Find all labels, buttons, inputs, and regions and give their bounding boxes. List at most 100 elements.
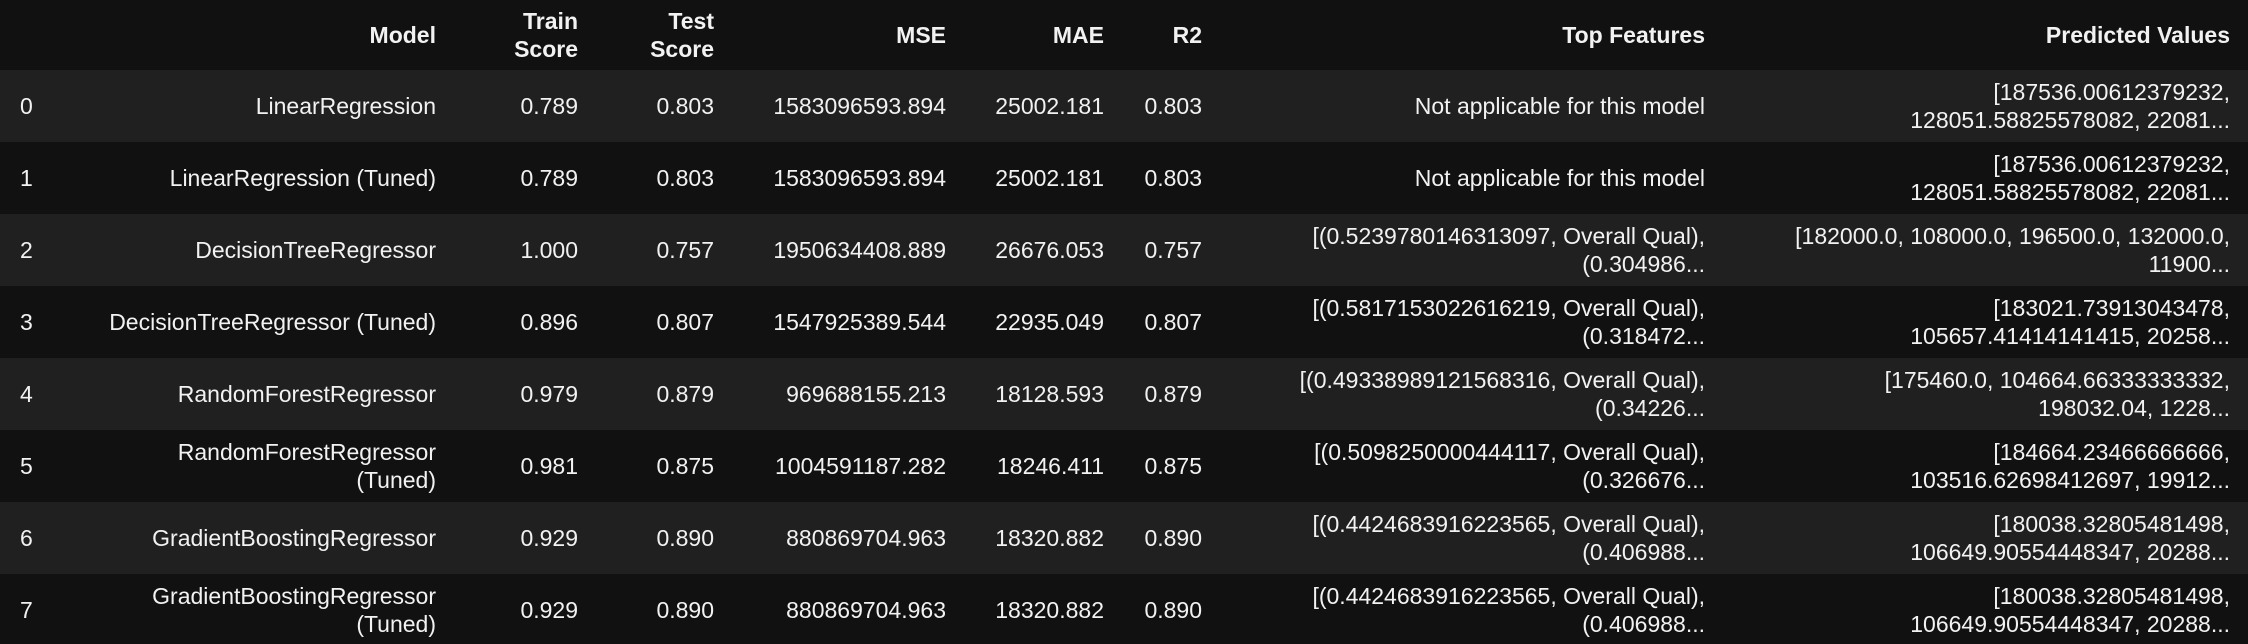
cell-predicted-line: [183021.73913043478, xyxy=(1993,295,2230,321)
cell-model: LinearRegression (Tuned) xyxy=(62,142,454,214)
cell-predicted: [187536.00612379232, 128051.58825578082, … xyxy=(1723,70,2248,142)
cell-mse: 1004591187.282 xyxy=(775,453,946,479)
cell-model-line: RandomForestRegressor xyxy=(177,439,436,465)
cell-train: 0.789 xyxy=(520,165,578,191)
cell-train: 0.981 xyxy=(520,453,578,479)
cell-test: 0.803 xyxy=(656,93,714,119)
cell-mse: 969688155.213 xyxy=(786,381,946,407)
cell-features: Not applicable for this model xyxy=(1220,142,1723,214)
cell-model: GradientBoostingRegressor (Tuned) xyxy=(62,574,454,644)
table-row: 1 LinearRegression (Tuned) 0.789 0.803 15830… xyxy=(0,142,2248,214)
cell-r2: 0.757 xyxy=(1144,237,1202,263)
cell-model: RandomForestRegressor (Tuned) xyxy=(62,430,454,502)
cell-predicted-line: [184664.23466666666, xyxy=(1993,439,2230,465)
table-row: 2 DecisionTreeRegressor 1.000 0.757 19506344… xyxy=(0,214,2248,286)
cell-predicted-line: 128051.58825578082, 22081... xyxy=(1910,107,2230,133)
column-header-label: Model xyxy=(369,22,436,48)
cell-predicted: [187536.00612379232, 128051.58825578082, … xyxy=(1723,142,2248,214)
cell-model: GradientBoostingRegressor xyxy=(62,502,454,574)
cell-model-line: RandomForestRegressor xyxy=(177,381,436,407)
cell-index: 0 xyxy=(20,93,33,119)
cell-mse: 1547925389.544 xyxy=(773,309,946,335)
cell-test: 0.875 xyxy=(656,453,714,479)
cell-mae: 18246.411 xyxy=(996,453,1104,479)
cell-test: 0.879 xyxy=(656,381,714,407)
cell-model-line: DecisionTreeRegressor (Tuned) xyxy=(109,309,436,335)
cell-features-line: [(0.49338989121568316, Overall Qual), xyxy=(1299,367,1705,393)
column-header-index xyxy=(0,0,62,70)
column-header-label: Score xyxy=(514,36,578,62)
column-header-model: Model xyxy=(62,0,454,70)
cell-train: 0.896 xyxy=(520,309,578,335)
cell-model: LinearRegression xyxy=(62,70,454,142)
cell-index: 7 xyxy=(20,597,33,623)
cell-mse: 880869704.963 xyxy=(786,597,946,623)
cell-model-line: GradientBoostingRegressor xyxy=(152,525,436,551)
cell-predicted-line: 198032.04, 1228... xyxy=(2038,395,2230,421)
column-header-test: Test Score xyxy=(596,0,732,70)
cell-test: 0.890 xyxy=(656,597,714,623)
cell-r2: 0.803 xyxy=(1144,93,1202,119)
column-header-label: Top Features xyxy=(1562,22,1705,48)
cell-features: [(0.49338989121568316, Overall Qual), (0.… xyxy=(1220,358,1723,430)
cell-predicted-line: 106649.90554448347, 20288... xyxy=(1910,539,2230,565)
cell-features: [(0.4424683916223565, Overall Qual), (0.4… xyxy=(1220,574,1723,644)
column-header-predicted: Predicted Values xyxy=(1723,0,2248,70)
cell-features: [(0.5098250000444117, Overall Qual), (0.3… xyxy=(1220,430,1723,502)
table-row: 5 RandomForestRegressor (Tuned) 0.981 0.875 1… xyxy=(0,430,2248,502)
table-row: 7 GradientBoostingRegressor (Tuned) 0.929 0.… xyxy=(0,574,2248,644)
column-header-mae: MAE xyxy=(964,0,1122,70)
column-header-label: MSE xyxy=(896,22,946,48)
cell-test: 0.890 xyxy=(656,525,714,551)
cell-predicted-line: [182000.0, 108000.0, 196500.0, 132000.0, xyxy=(1795,223,2230,249)
cell-features-line: Not applicable for this model xyxy=(1414,165,1705,191)
cell-features: Not applicable for this model xyxy=(1220,70,1723,142)
column-header-label: MAE xyxy=(1052,22,1104,48)
cell-r2: 0.807 xyxy=(1144,309,1202,335)
cell-r2: 0.890 xyxy=(1144,597,1202,623)
cell-predicted: [180038.32805481498, 106649.90554448347, … xyxy=(1723,574,2248,644)
cell-train: 0.979 xyxy=(520,381,578,407)
cell-index: 1 xyxy=(20,165,33,191)
table-body: 0 LinearRegression 0.789 0.803 1583096593.89… xyxy=(0,70,2248,644)
cell-model-line: GradientBoostingRegressor xyxy=(152,583,436,609)
cell-train: 0.789 xyxy=(520,93,578,119)
cell-predicted: [180038.32805481498, 106649.90554448347, … xyxy=(1723,502,2248,574)
cell-features-line: [(0.5098250000444117, Overall Qual), xyxy=(1314,439,1705,465)
cell-predicted: [175460.0, 104664.66333333332, 198032.04,… xyxy=(1723,358,2248,430)
cell-predicted-line: 11900... xyxy=(2148,251,2230,277)
header-row: Model Train Score Test Score MSE MAE R2 Top Feat… xyxy=(0,0,2248,70)
column-header-label: Test xyxy=(668,8,714,34)
cell-index: 5 xyxy=(20,453,33,479)
cell-mse: 880869704.963 xyxy=(786,525,946,551)
cell-predicted-line: 106649.90554448347, 20288... xyxy=(1910,611,2230,637)
cell-model-line: DecisionTreeRegressor xyxy=(195,237,436,263)
cell-mae: 18320.882 xyxy=(995,597,1104,623)
cell-r2: 0.803 xyxy=(1144,165,1202,191)
cell-index: 6 xyxy=(20,525,33,551)
column-header-mse: MSE xyxy=(732,0,964,70)
cell-index: 4 xyxy=(20,381,33,407)
cell-mse: 1583096593.894 xyxy=(773,93,946,119)
cell-predicted-line: [175460.0, 104664.66333333332, xyxy=(1884,367,2230,393)
cell-train: 0.929 xyxy=(520,525,578,551)
cell-predicted-line: [180038.32805481498, xyxy=(1993,583,2230,609)
cell-features-line: (0.34226... xyxy=(1595,395,1705,421)
cell-model-line: LinearRegression xyxy=(255,93,436,119)
cell-test: 0.807 xyxy=(656,309,714,335)
cell-features-line: (0.406988... xyxy=(1582,539,1705,565)
cell-mae: 25002.181 xyxy=(995,165,1104,191)
cell-features-line: (0.304986... xyxy=(1582,251,1705,277)
cell-r2: 0.875 xyxy=(1144,453,1202,479)
column-header-label: Score xyxy=(650,36,714,62)
cell-model: DecisionTreeRegressor xyxy=(62,214,454,286)
cell-mse: 1583096593.894 xyxy=(773,165,946,191)
cell-predicted: [183021.73913043478, 105657.41414141415, … xyxy=(1723,286,2248,358)
cell-test: 0.803 xyxy=(656,165,714,191)
cell-index: 3 xyxy=(20,309,33,335)
cell-predicted: [182000.0, 108000.0, 196500.0, 132000.0,… xyxy=(1723,214,2248,286)
cell-predicted-line: 105657.41414141415, 20258... xyxy=(1910,323,2230,349)
cell-test: 0.757 xyxy=(656,237,714,263)
column-header-train: Train Score xyxy=(454,0,596,70)
cell-predicted-line: [187536.00612379232, xyxy=(1993,151,2230,177)
